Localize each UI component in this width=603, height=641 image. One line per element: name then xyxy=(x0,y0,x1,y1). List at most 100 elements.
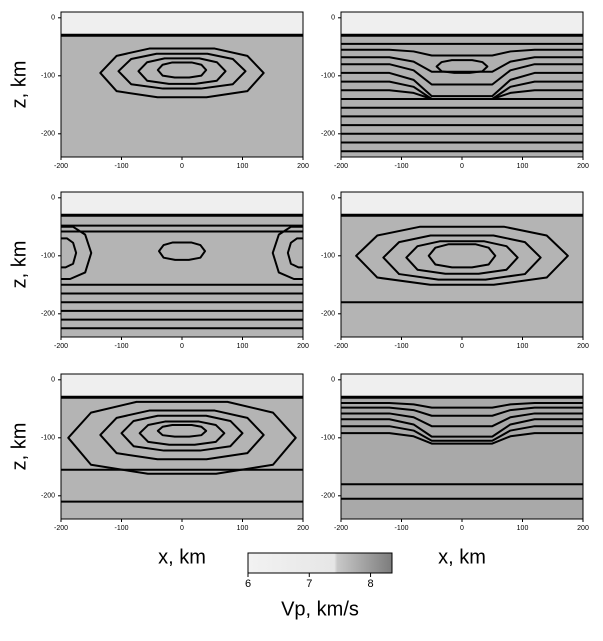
contour xyxy=(286,237,303,269)
x-tick-label: 100 xyxy=(237,525,249,532)
surface-layer xyxy=(61,12,303,36)
y-tick-label: -200 xyxy=(41,493,55,500)
panel: -200 -100 0 100 200 0 -100 -200 xyxy=(41,191,309,350)
contour xyxy=(405,240,519,275)
contour xyxy=(99,47,265,99)
contour xyxy=(341,48,583,57)
panel: -200 -100 0 100 200 0 -100 -200 xyxy=(41,11,309,170)
contour xyxy=(120,414,244,452)
x-tick-label: 0 xyxy=(460,525,464,532)
x-tick-label: 0 xyxy=(180,525,184,532)
x-axis-label: x, km xyxy=(158,546,206,568)
y-tick-label: -100 xyxy=(321,435,335,442)
contour xyxy=(61,237,78,269)
x-tick-label: -100 xyxy=(114,163,128,170)
x-tick-label: 200 xyxy=(297,343,309,350)
y-tick-label: 0 xyxy=(51,15,55,22)
panel: -200 -100 0 100 200 0 -100 -200 xyxy=(321,11,589,170)
contour xyxy=(99,409,265,461)
contour xyxy=(382,234,542,281)
surface-layer xyxy=(61,192,303,216)
contour xyxy=(341,71,583,98)
y-axis-label: z, km xyxy=(8,241,30,289)
y-tick-label: -100 xyxy=(41,253,55,260)
y-tick-label: -100 xyxy=(41,435,55,442)
x-tick-label: 100 xyxy=(517,163,529,170)
contour xyxy=(271,225,303,280)
contour xyxy=(117,52,247,90)
y-tick-label: 0 xyxy=(331,15,335,22)
x-tick-label: 100 xyxy=(237,343,249,350)
x-tick-label: -100 xyxy=(114,525,128,532)
x-tick-label: 0 xyxy=(180,163,184,170)
contour xyxy=(61,225,93,280)
contour xyxy=(156,424,208,438)
colorbar-tick-label: 6 xyxy=(245,578,251,590)
x-tick-label: 0 xyxy=(460,343,464,350)
x-tick-label: -200 xyxy=(334,525,348,532)
contour xyxy=(341,89,583,100)
contour xyxy=(156,61,208,79)
y-axis-label: z, km xyxy=(8,423,30,471)
contour xyxy=(427,243,497,269)
surface-layer xyxy=(61,374,303,398)
contour xyxy=(138,420,226,446)
x-tick-label: -100 xyxy=(114,343,128,350)
y-tick-label: -100 xyxy=(41,73,55,80)
x-tick-label: 100 xyxy=(517,343,529,350)
contour xyxy=(341,56,583,73)
y-tick-label: -200 xyxy=(41,131,55,138)
y-tick-label: 0 xyxy=(331,377,335,384)
y-tick-label: 0 xyxy=(51,195,55,202)
colorbar xyxy=(247,552,393,574)
contour xyxy=(158,241,206,261)
surface-layer xyxy=(341,12,583,36)
x-tick-label: 200 xyxy=(297,163,309,170)
y-tick-label: -100 xyxy=(321,73,335,80)
x-tick-label: -200 xyxy=(54,163,68,170)
contour xyxy=(137,57,227,85)
x-tick-label: -100 xyxy=(394,525,408,532)
contour xyxy=(341,432,583,445)
contour xyxy=(341,425,583,442)
x-tick-label: 200 xyxy=(577,343,589,350)
y-tick-label: -200 xyxy=(321,493,335,500)
colorbar-label: Vp, km/s xyxy=(281,598,359,620)
colorbar-tick-label: 7 xyxy=(306,578,312,590)
x-tick-label: 100 xyxy=(237,163,249,170)
x-tick-label: 100 xyxy=(517,525,529,532)
contour xyxy=(341,406,583,417)
y-tick-label: 0 xyxy=(331,195,335,202)
x-tick-label: -100 xyxy=(394,343,408,350)
x-tick-label: -100 xyxy=(394,163,408,170)
contour xyxy=(341,418,583,438)
y-tick-label: -200 xyxy=(41,311,55,318)
x-tick-label: 0 xyxy=(460,163,464,170)
contour xyxy=(341,412,583,428)
x-tick-label: -200 xyxy=(54,343,68,350)
x-tick-label: 200 xyxy=(297,525,309,532)
y-tick-label: -200 xyxy=(321,131,335,138)
surface-layer xyxy=(341,374,583,398)
x-tick-label: -200 xyxy=(54,525,68,532)
y-axis-label: z, km xyxy=(8,61,30,109)
colorbar-tick-label: 8 xyxy=(367,578,373,590)
x-axis-label: x, km xyxy=(438,546,486,568)
surface-layer xyxy=(341,192,583,216)
contour xyxy=(355,225,569,286)
contour xyxy=(341,63,583,86)
x-tick-label: 200 xyxy=(577,525,589,532)
y-tick-label: 0 xyxy=(51,377,55,384)
panel: -200 -100 0 100 200 0 -100 -200 xyxy=(41,373,309,532)
contour xyxy=(67,400,297,475)
x-tick-label: -200 xyxy=(334,343,348,350)
x-tick-label: 200 xyxy=(577,163,589,170)
y-tick-label: -100 xyxy=(321,253,335,260)
x-tick-label: 0 xyxy=(180,343,184,350)
contour xyxy=(341,402,583,409)
panel: -200 -100 0 100 200 0 -100 -200 xyxy=(321,191,589,350)
x-tick-label: -200 xyxy=(334,163,348,170)
y-tick-label: -200 xyxy=(321,311,335,318)
panel: -200 -100 0 100 200 0 -100 -200 xyxy=(321,373,589,532)
